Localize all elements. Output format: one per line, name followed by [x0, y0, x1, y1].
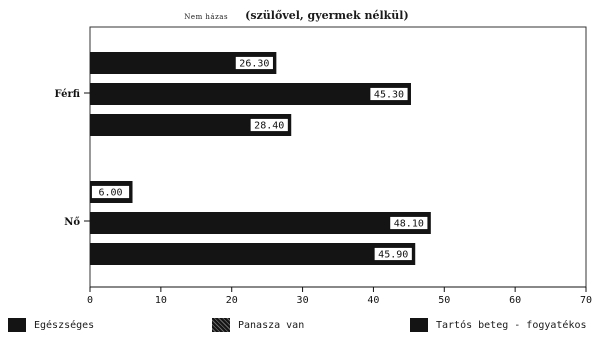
legend-swatch-tartos-beteg	[410, 318, 428, 332]
legend-item-egeszseges: Egészséges	[8, 318, 94, 332]
legend-label-panasza-van: Panasza van	[238, 319, 305, 331]
data-label: 26.30	[239, 59, 269, 70]
legend-item-tartos-beteg: Tartós beteg - fogyatékos	[410, 318, 587, 332]
x-tick-label: 70	[580, 295, 592, 306]
category-label: Nő	[64, 217, 80, 228]
data-label-box	[234, 56, 274, 70]
category-label: Férfi	[55, 89, 81, 100]
bar	[90, 83, 411, 105]
bar	[90, 243, 416, 265]
data-label: 45.30	[374, 90, 404, 101]
data-label-box	[91, 185, 130, 199]
x-tick-label: 10	[155, 295, 167, 306]
data-label-box	[389, 216, 429, 230]
legend: Egészséges Panasza van Tartós beteg - fo…	[0, 318, 593, 338]
data-label-box	[249, 118, 289, 132]
bar	[90, 52, 277, 74]
x-tick-label: 0	[87, 295, 93, 306]
chart-subtitle: (szülővel, gyermek nélkül)	[245, 9, 409, 22]
data-label: 28.40	[254, 121, 284, 132]
bar	[90, 114, 292, 136]
legend-swatch-egeszseges	[8, 318, 26, 332]
data-label-box	[369, 87, 409, 101]
data-label: 45.90	[378, 250, 408, 261]
legend-label-tartos-beteg: Tartós beteg - fogyatékos	[436, 319, 587, 331]
chart-subtitle-prefix: Nem házas	[184, 13, 229, 21]
x-tick-label: 30	[297, 295, 309, 306]
legend-swatch-panasza-van	[212, 318, 230, 332]
bar	[90, 212, 431, 234]
data-label-box	[373, 247, 413, 261]
x-tick-label: 20	[226, 295, 238, 306]
data-label: 48.10	[394, 219, 424, 230]
x-tick-label: 50	[438, 295, 450, 306]
legend-item-panasza-van: Panasza van	[212, 318, 304, 332]
x-tick-label: 40	[367, 295, 379, 306]
legend-label-egeszseges: Egészséges	[34, 319, 95, 331]
x-tick-label: 60	[509, 295, 521, 306]
data-label: 6.00	[98, 188, 122, 199]
chart-title: Nem házas (szülővel, gyermek nélkül)	[0, 4, 593, 23]
